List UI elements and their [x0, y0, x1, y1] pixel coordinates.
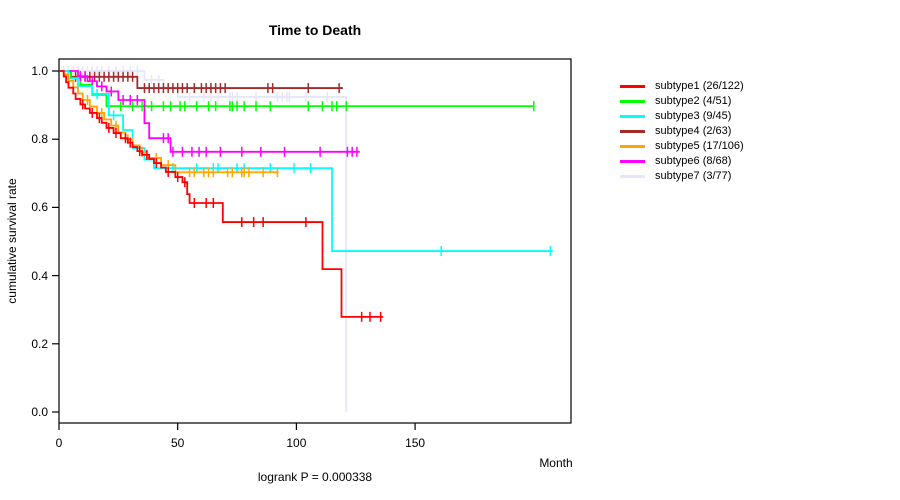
- x-tick-label: 0: [55, 436, 63, 450]
- legend-label: subtype2 (4/51): [655, 95, 732, 107]
- y-tick-label: 1.0: [31, 64, 48, 78]
- plot-box: [58, 58, 572, 424]
- legend-label: subtype5 (17/106): [655, 140, 744, 152]
- legend: subtype1 (26/122) subtype2 (4/51) subtype3…: [620, 79, 744, 184]
- legend-item-subtype5: subtype5 (17/106): [620, 139, 744, 154]
- y-tick-label: 0.0: [31, 405, 48, 419]
- legend-label: subtype6 (8/68): [655, 155, 732, 167]
- x-tick-label: 100: [286, 436, 307, 450]
- y-tick-label: 0.6: [31, 200, 48, 215]
- legend-label: subtype3 (9/45): [655, 110, 732, 122]
- survival-curve-2: [59, 70, 534, 108]
- legend-swatch: [620, 145, 645, 148]
- legend-item-subtype1: subtype1 (26/122): [620, 79, 744, 94]
- legend-label: subtype4 (2/63): [655, 125, 732, 137]
- y-tick-label: 0.8: [31, 132, 48, 147]
- legend-item-subtype4: subtype4 (2/63): [620, 124, 744, 139]
- chart-title: Time to Death: [268, 22, 362, 38]
- x-tick-label: 50: [171, 436, 185, 450]
- x-axis-label: Month: [539, 456, 573, 470]
- survival-curve-1: [59, 70, 384, 318]
- y-tick-label: 0.4: [31, 268, 48, 283]
- legend-swatch: [620, 100, 645, 103]
- legend-label: subtype1 (26/122): [655, 80, 744, 92]
- legend-swatch: [620, 85, 645, 88]
- y-tick-label: 0.2: [31, 336, 48, 351]
- x-tick-label: 150: [405, 436, 426, 450]
- legend-swatch: [620, 175, 645, 178]
- legend-label: subtype7 (3/77): [655, 170, 732, 182]
- legend-swatch: [620, 115, 645, 118]
- logrank-pvalue: logrank P = 0.000338: [257, 470, 373, 484]
- legend-swatch: [620, 130, 645, 133]
- legend-item-subtype3: subtype3 (9/45): [620, 109, 744, 124]
- legend-swatch: [620, 160, 645, 163]
- legend-item-subtype7: subtype7 (3/77): [620, 169, 744, 184]
- legend-item-subtype2: subtype2 (4/51): [620, 94, 744, 109]
- survival-curve-6: [59, 70, 360, 153]
- survival-curve-3: [59, 70, 553, 252]
- legend-item-subtype6: subtype6 (8/68): [620, 154, 744, 169]
